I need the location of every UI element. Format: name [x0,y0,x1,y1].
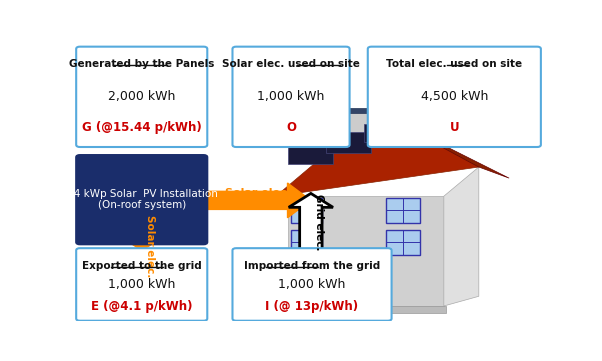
Text: 1,000 kWh: 1,000 kWh [108,278,175,291]
Text: 1,000 kWh: 1,000 kWh [257,90,324,103]
Bar [385,197,420,223]
Bar [345,108,374,113]
Bar [291,230,321,255]
Polygon shape [376,112,509,178]
Text: E (@4.1 p/kWh): E (@4.1 p/kWh) [91,300,193,313]
Text: Solar elec. used on site: Solar elec. used on site [222,60,360,69]
Bar [348,112,369,146]
Text: 1,000 kWh: 1,000 kWh [278,278,346,291]
Polygon shape [205,183,311,218]
Text: 4,500 kWh: 4,500 kWh [421,90,488,103]
Text: I (@ 13p/kWh): I (@ 13p/kWh) [265,300,359,313]
Bar [285,306,446,313]
FancyBboxPatch shape [368,47,541,147]
Polygon shape [276,112,479,196]
Bar [364,124,404,142]
Text: Solar elec.: Solar elec. [145,215,155,277]
Bar [326,132,371,153]
Text: Exported to the grid: Exported to the grid [82,261,202,271]
Bar [288,143,333,164]
Text: Generated by the Panels: Generated by the Panels [69,60,214,69]
Text: G (@15.44 p/kWh): G (@15.44 p/kWh) [82,121,202,134]
Polygon shape [289,193,333,251]
Text: U: U [450,121,459,134]
Text: Grid elec.: Grid elec. [314,193,324,250]
FancyBboxPatch shape [76,248,207,321]
Text: Total elec. used on site: Total elec. used on site [386,60,523,69]
FancyBboxPatch shape [76,155,207,244]
Bar [288,196,444,306]
Polygon shape [120,236,164,251]
Polygon shape [444,167,479,306]
FancyBboxPatch shape [76,47,207,147]
Text: Solar elec.: Solar elec. [225,188,291,199]
FancyBboxPatch shape [232,248,391,321]
Bar [291,197,321,223]
Text: ≤4 kWp Solar  PV Installation
(On-roof system): ≤4 kWp Solar PV Installation (On-roof sy… [65,189,218,210]
Text: Imported from the grid: Imported from the grid [244,261,380,271]
Text: O: O [286,121,296,134]
Bar [385,230,420,255]
FancyBboxPatch shape [232,47,350,147]
Bar [334,253,365,306]
Text: 2,000 kWh: 2,000 kWh [108,90,175,103]
